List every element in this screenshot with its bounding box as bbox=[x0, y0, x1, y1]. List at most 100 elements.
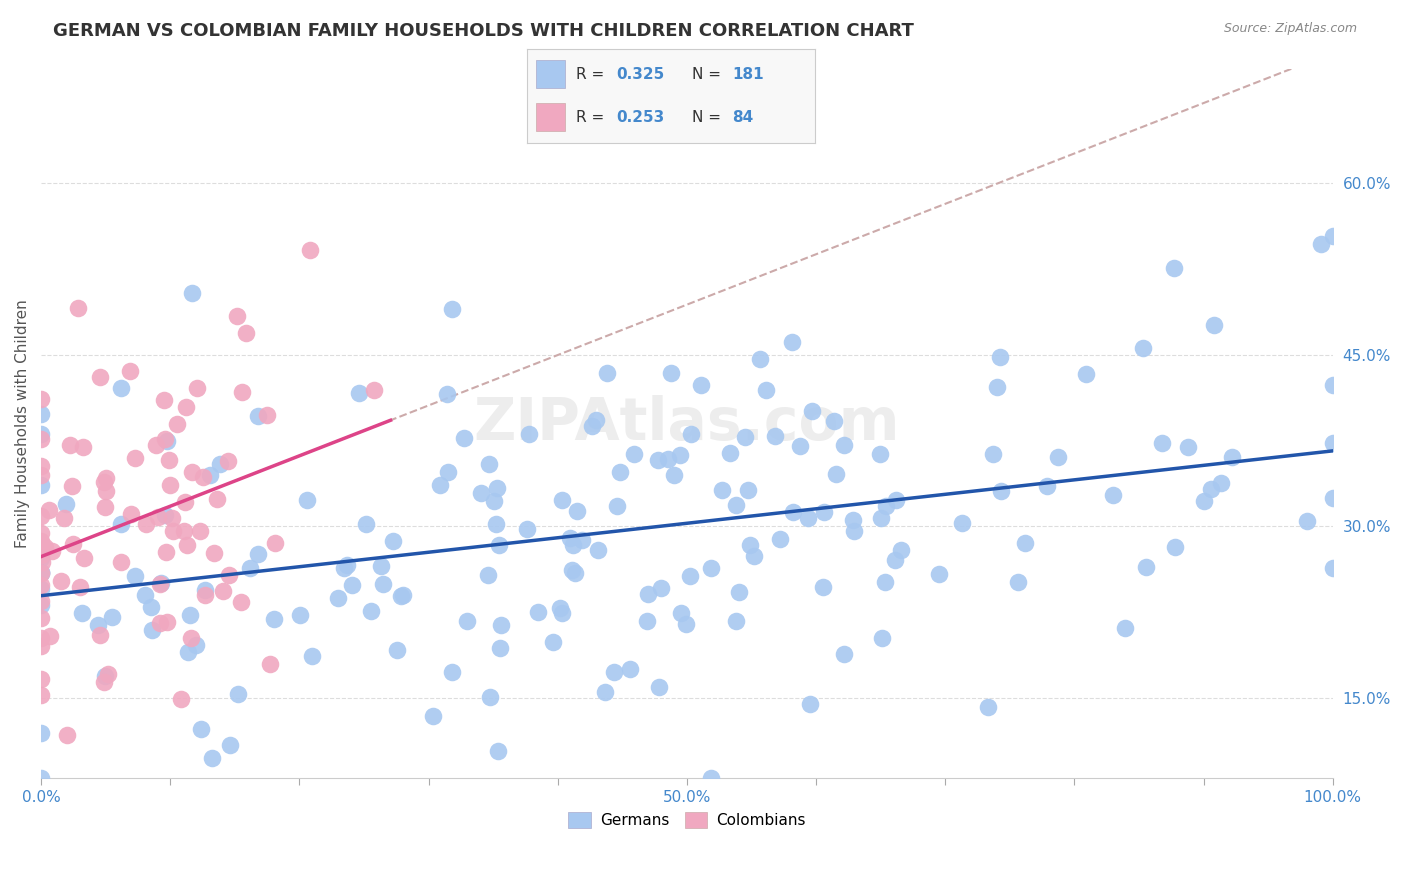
Point bbox=[952, 516, 974, 530]
Point bbox=[527, 605, 550, 619]
Point bbox=[211, 583, 233, 598]
Point bbox=[226, 687, 249, 701]
Point bbox=[179, 607, 201, 622]
Point bbox=[30, 631, 52, 645]
Point bbox=[541, 635, 564, 649]
Point bbox=[981, 447, 1004, 461]
Point bbox=[489, 618, 512, 632]
Point bbox=[371, 577, 394, 591]
Point bbox=[34, 541, 56, 555]
Point bbox=[259, 657, 281, 672]
Point bbox=[186, 381, 208, 395]
Point bbox=[162, 511, 184, 525]
Point bbox=[93, 675, 115, 690]
Point bbox=[724, 499, 747, 513]
Point bbox=[94, 668, 117, 682]
Point bbox=[558, 531, 581, 545]
Point bbox=[548, 601, 571, 615]
Point bbox=[194, 582, 217, 597]
Point bbox=[1114, 621, 1136, 635]
Point bbox=[636, 614, 658, 628]
Point bbox=[1209, 475, 1232, 490]
Point bbox=[977, 700, 1000, 714]
Point bbox=[328, 591, 350, 605]
Point bbox=[218, 568, 240, 582]
Text: R =: R = bbox=[576, 67, 609, 82]
Point bbox=[1220, 450, 1243, 465]
Point bbox=[668, 449, 690, 463]
Point bbox=[363, 384, 385, 398]
Point bbox=[873, 575, 896, 590]
Text: GERMAN VS COLOMBIAN FAMILY HOUSEHOLDS WITH CHILDREN CORRELATION CHART: GERMAN VS COLOMBIAN FAMILY HOUSEHOLDS WI… bbox=[53, 22, 914, 40]
Point bbox=[356, 516, 378, 531]
Point bbox=[485, 481, 508, 495]
Point bbox=[749, 351, 772, 366]
Point bbox=[1309, 236, 1331, 251]
Point bbox=[110, 381, 132, 395]
Point bbox=[593, 685, 616, 699]
Point bbox=[789, 439, 811, 453]
Point bbox=[157, 453, 180, 467]
Point bbox=[1322, 229, 1344, 244]
Point bbox=[110, 516, 132, 531]
Point bbox=[699, 561, 721, 575]
Point bbox=[456, 614, 478, 628]
Point bbox=[333, 561, 356, 575]
Point bbox=[990, 484, 1012, 499]
Point bbox=[30, 543, 52, 558]
Point bbox=[453, 431, 475, 445]
Point bbox=[718, 446, 741, 460]
Point bbox=[360, 604, 382, 618]
Point bbox=[229, 595, 252, 609]
Point bbox=[436, 387, 458, 401]
Point bbox=[813, 505, 835, 519]
Point bbox=[799, 697, 821, 711]
Point bbox=[391, 588, 413, 602]
Point bbox=[1322, 491, 1344, 505]
Point bbox=[226, 309, 249, 323]
Point bbox=[825, 467, 848, 482]
Point bbox=[217, 454, 239, 468]
Point bbox=[290, 608, 312, 623]
Point bbox=[928, 567, 950, 582]
Point bbox=[89, 627, 111, 641]
Point bbox=[700, 771, 723, 785]
Point bbox=[30, 639, 52, 653]
Point bbox=[30, 459, 52, 474]
Point bbox=[870, 632, 893, 646]
Point bbox=[149, 615, 172, 630]
Point bbox=[1150, 436, 1173, 450]
Point bbox=[551, 606, 574, 620]
Point bbox=[218, 739, 240, 753]
Point bbox=[734, 430, 756, 444]
Point bbox=[97, 666, 120, 681]
Point bbox=[202, 546, 225, 560]
Point bbox=[990, 350, 1012, 364]
Point bbox=[370, 558, 392, 573]
Point bbox=[30, 672, 52, 686]
Point bbox=[30, 582, 52, 596]
Point bbox=[186, 638, 208, 652]
Point bbox=[124, 451, 146, 466]
Y-axis label: Family Households with Children: Family Households with Children bbox=[15, 299, 30, 548]
Point bbox=[30, 594, 52, 608]
Point bbox=[124, 569, 146, 583]
Point bbox=[166, 417, 188, 431]
Point bbox=[565, 504, 588, 518]
Point bbox=[389, 589, 412, 603]
Point bbox=[571, 533, 593, 547]
Text: Source: ZipAtlas.com: Source: ZipAtlas.com bbox=[1223, 22, 1357, 36]
Point bbox=[141, 600, 163, 615]
Point bbox=[30, 392, 52, 406]
Point bbox=[30, 526, 52, 541]
Point bbox=[422, 709, 444, 723]
Text: 84: 84 bbox=[733, 110, 754, 125]
Point bbox=[30, 477, 52, 491]
Text: 181: 181 bbox=[733, 67, 763, 82]
Point bbox=[86, 618, 108, 632]
Point bbox=[264, 536, 287, 550]
Point bbox=[675, 617, 697, 632]
Point bbox=[30, 548, 52, 562]
Point bbox=[429, 477, 451, 491]
Point bbox=[440, 302, 463, 317]
